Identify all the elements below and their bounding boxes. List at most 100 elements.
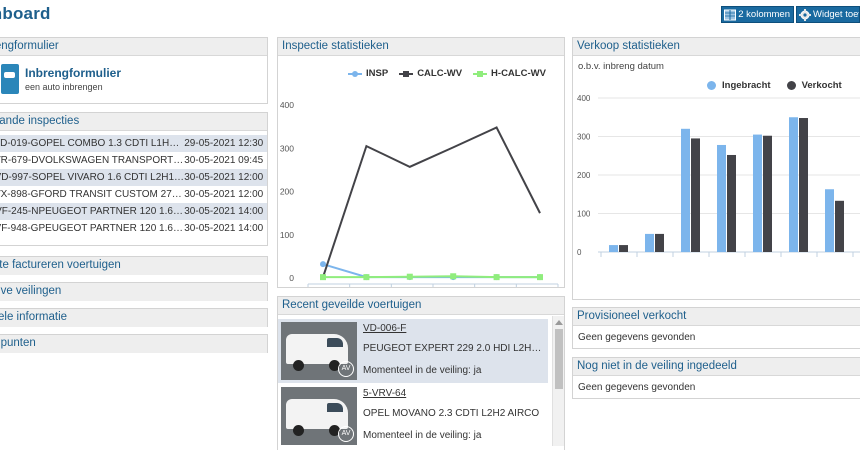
add-widget-button[interactable]: Widget toevoegen bbox=[796, 6, 860, 23]
legend-item[interactable]: CALC-WV bbox=[399, 68, 462, 79]
legend-label: CALC-WV bbox=[417, 68, 463, 79]
inspection-date: 30-05-2021 12:00 bbox=[184, 189, 264, 200]
inbreng-link-subtitle: een auto inbrengen bbox=[25, 82, 103, 92]
vehicle-photo[interactable]: AV bbox=[281, 322, 357, 380]
series-line-calc-wv bbox=[322, 126, 541, 278]
recent-auctions-panel: Recent geveilde voertuigen AV VD-006-F P… bbox=[277, 296, 565, 450]
collapsed-panel-header[interactable]: Actiepunten bbox=[0, 335, 267, 353]
sales-chart-legend: Ingebracht Verkocht bbox=[707, 80, 858, 91]
legend-label: Ingebracht bbox=[722, 80, 771, 91]
y-tick-label: 100 bbox=[577, 210, 591, 219]
recent-auctions-header[interactable]: Recent geveilde voertuigen bbox=[278, 297, 564, 315]
inspection-chart-legend: INSP CALC-WV H-CALC-WV bbox=[348, 68, 557, 79]
data-point bbox=[363, 274, 370, 281]
collapsed-panel-header[interactable]: Actieve veilingen bbox=[0, 283, 267, 301]
empty-message: Geen gegevens gevonden bbox=[578, 332, 696, 343]
scroll-up-icon[interactable] bbox=[555, 320, 563, 325]
inspection-plate: VD-019-G bbox=[0, 138, 39, 149]
legend-item[interactable]: INSP bbox=[348, 68, 388, 79]
collapsed-panel-informatie[interactable]: Actuele informatie bbox=[0, 308, 268, 327]
inbreng-link[interactable]: Inbrengformulier een auto inbrengen bbox=[0, 56, 267, 94]
inbreng-panel: Inbrengformulier Inbrengformulier een au… bbox=[0, 37, 268, 104]
columns-icon bbox=[724, 9, 737, 21]
series-line-insp bbox=[322, 263, 540, 279]
provisioneel-header[interactable]: Provisioneel verkocht bbox=[573, 308, 860, 326]
y-tick-label: 300 bbox=[577, 133, 591, 142]
legend-item[interactable]: Ingebracht bbox=[707, 80, 771, 91]
inspection-date: 30-05-2021 14:00 bbox=[184, 223, 264, 234]
bar-ingebracht bbox=[645, 233, 654, 252]
empty-message: Geen gegevens gevonden bbox=[578, 382, 696, 393]
legend-swatch-icon bbox=[399, 70, 414, 78]
sales-stats-header[interactable]: Verkoop statistieken bbox=[573, 38, 860, 56]
scroll-thumb[interactable] bbox=[555, 329, 563, 389]
page-title: Dashboard bbox=[0, 4, 51, 23]
list-scrollbar[interactable] bbox=[552, 316, 564, 446]
vehicle-plate-link[interactable]: 5-VRV-64 bbox=[363, 388, 407, 399]
inspection-description: FORD TRANSIT CUSTOM 270 2... bbox=[38, 189, 185, 200]
gear-icon bbox=[799, 8, 811, 21]
y-tick-label: 100 bbox=[280, 230, 294, 240]
bar-verkocht bbox=[619, 245, 628, 252]
inspections-panel-header[interactable]: Geplande inspecties bbox=[0, 113, 267, 131]
legend-item[interactable]: Verkocht bbox=[786, 80, 842, 91]
collapsed-panel-header[interactable]: Nog te factureren voertuigen bbox=[0, 257, 267, 275]
legend-swatch-icon bbox=[473, 70, 488, 78]
vehicle-plate-link[interactable]: VD-006-F bbox=[363, 323, 407, 334]
bar-verkocht bbox=[727, 154, 736, 252]
data-point bbox=[320, 261, 326, 268]
vehicle-photo[interactable]: AV bbox=[281, 387, 357, 445]
bar-ingebracht bbox=[717, 144, 726, 252]
inspection-stats-header[interactable]: Inspectie statistieken bbox=[278, 38, 564, 56]
inspection-date: 30-05-2021 12:00 bbox=[184, 172, 264, 183]
two-columns-button[interactable]: 2 kolommen bbox=[721, 6, 794, 23]
inspection-description: OPEL COMBO 1.3 CDTI L1H1 E... bbox=[38, 138, 185, 149]
niet-ingedeeld-header[interactable]: Nog niet in de veiling ingedeeld bbox=[573, 358, 860, 376]
inspection-description: PEUGEOT PARTNER 120 1.6 E-... bbox=[38, 223, 185, 234]
sales-bar-chart: 0 100 200 300 400 bbox=[577, 94, 860, 257]
list-item[interactable]: AV 5-VRV-64 OPEL MOVANO 2.3 CDTI L2H2 AI… bbox=[278, 384, 548, 446]
legend-swatch-icon bbox=[786, 81, 796, 90]
y-tick-label: 400 bbox=[577, 94, 591, 103]
y-tick-label: 400 bbox=[280, 100, 294, 110]
inspection-description: OPEL VIVARO 1.6 CDTI L2H1 E... bbox=[38, 172, 185, 183]
inspection-plate: VR-679-D bbox=[0, 155, 39, 166]
collapsed-panel-facturen[interactable]: Nog te factureren voertuigen bbox=[0, 256, 268, 275]
data-point bbox=[537, 274, 543, 281]
collapsed-panel-veilingen[interactable]: Actieve veilingen bbox=[0, 282, 268, 301]
car-form-icon bbox=[1, 64, 19, 94]
collapsed-panel-actiepunten[interactable]: Actiepunten bbox=[0, 334, 268, 353]
inspection-line-chart: 0 100 200 300 400 bbox=[280, 100, 559, 287]
recent-auctions-list: AV VD-006-F PEUGEOT EXPERT 229 2.0 HDI L… bbox=[278, 316, 548, 446]
y-tick-label: 0 bbox=[577, 248, 582, 257]
bar-ingebracht bbox=[753, 134, 762, 252]
inspection-plate: VF-948-G bbox=[0, 223, 39, 234]
bar-verkocht bbox=[655, 233, 664, 252]
legend-label: Verkocht bbox=[801, 80, 842, 91]
inspection-plate: VX-898-G bbox=[0, 189, 39, 200]
y-tick-label: 0 bbox=[289, 273, 294, 283]
data-point bbox=[406, 273, 413, 280]
data-point bbox=[320, 274, 326, 281]
legend-item[interactable]: H-CALC-WV bbox=[473, 68, 546, 79]
y-tick-label: 300 bbox=[280, 143, 294, 153]
vehicle-description: OPEL MOVANO 2.3 CDTI L2H2 AIRCO bbox=[363, 408, 540, 419]
provisioneel-panel: Provisioneel verkocht Geen gegevens gevo… bbox=[572, 307, 860, 349]
list-item[interactable]: AV VD-006-F PEUGEOT EXPERT 229 2.0 HDI L… bbox=[278, 319, 548, 383]
inbreng-panel-header[interactable]: Inbrengformulier bbox=[0, 38, 267, 56]
bar-ingebracht bbox=[789, 117, 798, 252]
sales-stats-subtitle: o.b.v. inbreng datum bbox=[578, 61, 664, 72]
series-line-h-calc-wv bbox=[323, 275, 540, 279]
niet-ingedeeld-panel: Nog niet in de veiling ingedeeld Geen ge… bbox=[572, 357, 860, 399]
collapsed-panel-header[interactable]: Actuele informatie bbox=[0, 309, 267, 327]
inbreng-link-title[interactable]: Inbrengformulier bbox=[25, 66, 122, 80]
y-tick-label: 200 bbox=[577, 171, 591, 180]
